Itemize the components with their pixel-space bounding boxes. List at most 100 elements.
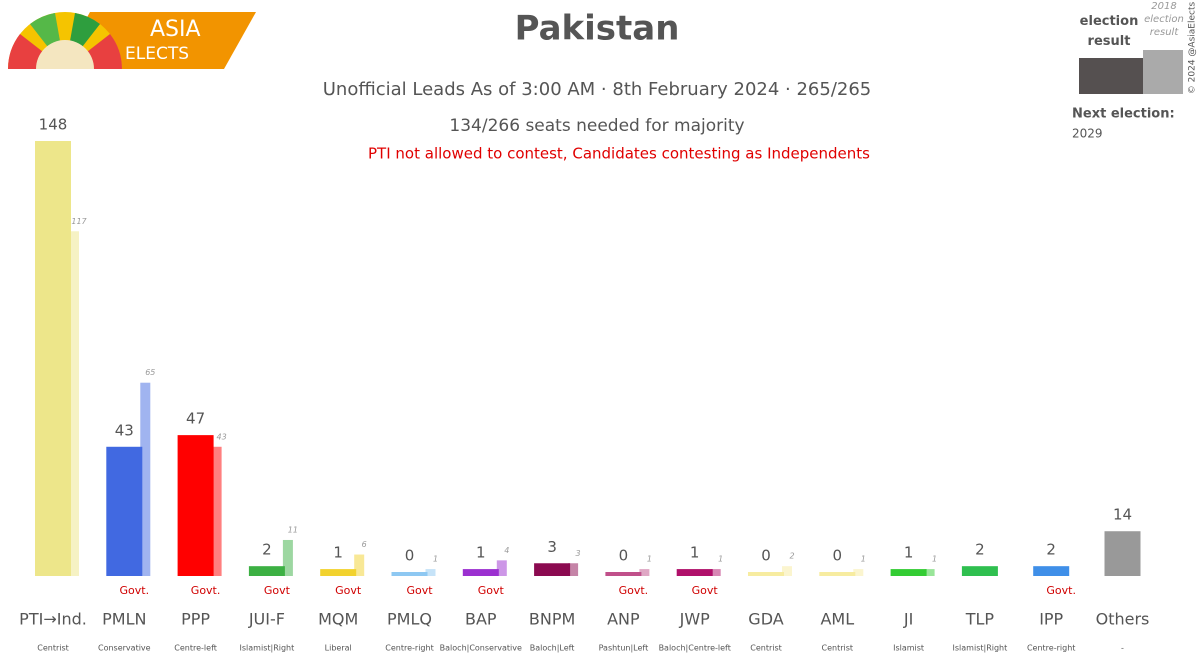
bar-2018	[782, 566, 792, 576]
x-tick-label: ANP	[607, 610, 640, 629]
value-label: 43	[115, 421, 134, 439]
x-tick-label: JWP	[679, 610, 711, 629]
value-label-2018: 11	[288, 525, 298, 534]
bar-base	[391, 572, 428, 576]
legend-entry: election result	[1079, 14, 1139, 49]
ideology-label: Centre-left	[174, 644, 217, 653]
bar	[248, 566, 285, 572]
x-tick-label: JI	[903, 610, 913, 629]
bar-2018	[710, 569, 721, 576]
bar-base	[961, 572, 998, 576]
ideology-label: Baloch|Conservative	[440, 644, 522, 653]
legend-entry: 2018 election result	[1144, 1, 1184, 38]
value-label: 14	[1113, 506, 1132, 524]
ideology-label: Pashtun|Left	[599, 644, 649, 653]
next-election-label: Next election:	[1072, 107, 1175, 122]
bar	[462, 569, 499, 572]
govt-label: Govt	[406, 584, 433, 597]
bar-2018	[568, 563, 579, 576]
value-label-2018: 1	[932, 555, 937, 564]
value-label: 0	[761, 547, 771, 565]
x-tick-label: Others	[1096, 610, 1150, 629]
x-tick-label: MQM	[318, 610, 358, 629]
value-label: 148	[39, 116, 68, 134]
govt-label: Govt	[478, 584, 505, 597]
bar-base	[462, 572, 499, 576]
value-label-2018: 4	[504, 546, 509, 555]
value-label: 0	[619, 547, 629, 565]
bar-base	[676, 572, 713, 576]
x-tick-label: PTI→Ind.	[19, 610, 87, 629]
bar-base	[605, 572, 642, 576]
ideology-label: Baloch|Left	[530, 644, 575, 653]
value-label: 0	[833, 547, 843, 565]
ideology-label: Islamist|Right	[953, 644, 1008, 653]
govt-label: Govt.	[191, 584, 221, 597]
bar-base	[534, 572, 571, 576]
x-tick-label: PPP	[181, 610, 210, 629]
credit: © 2024 @AsiaElects	[1188, 2, 1198, 95]
bar	[961, 566, 998, 572]
bar-2018	[425, 569, 436, 576]
subtitle: Unofficial Leads As of 3:00 AM · 8th Feb…	[323, 79, 872, 100]
value-label: 1	[904, 544, 914, 562]
bar	[106, 446, 143, 572]
ideology-label: Centrist	[37, 644, 69, 653]
bar-base	[1033, 572, 1070, 576]
majority: 134/266 seats needed for majority	[449, 116, 744, 136]
x-tick-label: JUI-F	[248, 610, 285, 629]
govt-label: Govt.	[120, 584, 150, 597]
bar-base	[1104, 572, 1141, 576]
govt-label: Govt.	[1046, 584, 1076, 597]
value-label-2018: 65	[145, 368, 155, 377]
bar-2018	[496, 560, 507, 576]
x-tick-label: TLP	[965, 610, 995, 629]
logo: ASIA ELECTS	[7, 12, 256, 69]
bar-2018	[853, 569, 864, 576]
next-election: 2029	[1072, 127, 1103, 141]
bar-2018	[211, 446, 222, 576]
bar-2018	[639, 569, 650, 576]
logo-text: ASIA	[150, 17, 201, 42]
value-label: 0	[405, 547, 415, 565]
ideology-label: Islamist	[893, 644, 924, 653]
value-label-2018: 1	[433, 555, 438, 564]
value-label: 2	[975, 541, 985, 559]
ideology-label: Centre-right	[1027, 644, 1075, 653]
bar	[1104, 531, 1141, 572]
ideology-label: Centrist	[750, 644, 782, 653]
value-label: 1	[476, 544, 486, 562]
x-tick-label: PMLQ	[387, 610, 432, 629]
chart-title: Pakistan	[515, 9, 680, 49]
value-label: 2	[1046, 541, 1056, 559]
bar-base	[890, 572, 927, 576]
value-label: 3	[547, 538, 557, 556]
ideology-label: Centrist	[822, 644, 854, 653]
ideology-label: Conservative	[98, 644, 151, 653]
x-tick-label: AML	[820, 610, 854, 629]
ideology-label: Liberal	[325, 644, 352, 653]
ideology-label: Islamist|Right	[240, 644, 295, 653]
bar-base	[106, 572, 143, 576]
x-tick-label: IPP	[1039, 610, 1063, 629]
x-tick-label: PMLN	[102, 610, 146, 629]
value-label-2018: 117	[71, 217, 87, 226]
value-label: 2	[262, 541, 272, 559]
note: PTI not allowed to contest, Candidates c…	[368, 145, 870, 163]
govt-label: Govt.	[619, 584, 649, 597]
govt-label: Govt	[264, 584, 291, 597]
x-tick-label: BAP	[465, 610, 497, 629]
ideology-label: Centre-right	[385, 644, 433, 653]
value-label-2018: 3	[576, 549, 581, 558]
value-label-2018: 1	[718, 555, 723, 564]
value-label: 1	[333, 544, 343, 562]
bar	[890, 569, 927, 572]
value-label-2018: 1	[647, 555, 652, 564]
bar-2018	[69, 231, 79, 576]
value-label: 47	[186, 410, 205, 428]
legend-swatch	[1143, 50, 1183, 94]
bar	[35, 141, 71, 572]
ideology-label: -	[1121, 644, 1124, 653]
bar	[534, 563, 571, 572]
